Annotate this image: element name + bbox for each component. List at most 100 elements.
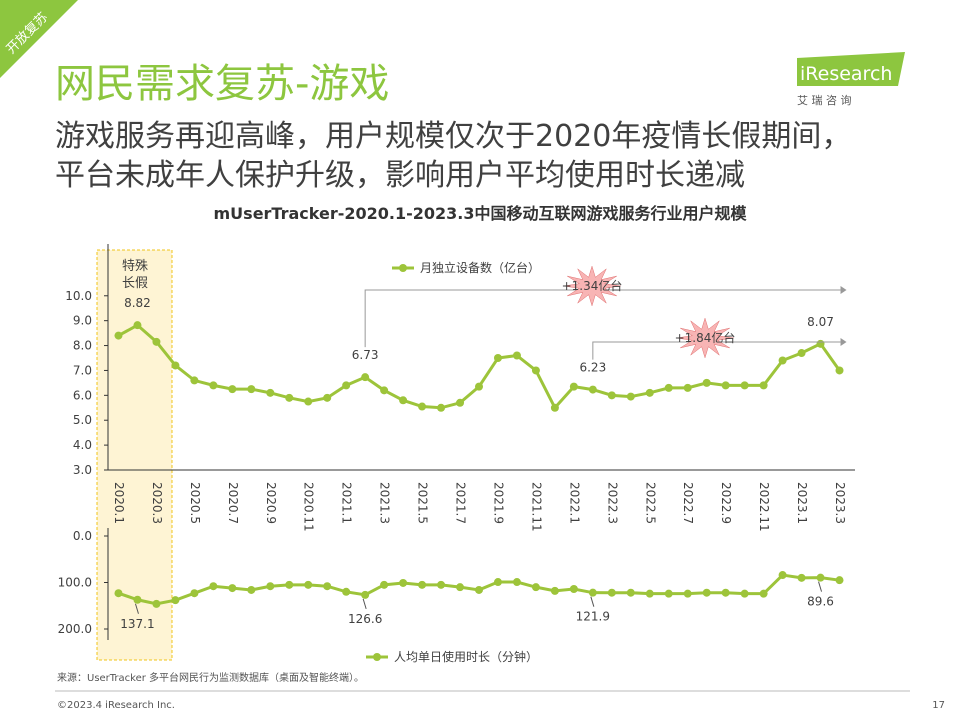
data-point [171,361,180,370]
x-tick-label: 2021.7 [454,482,468,524]
data-point [797,349,806,358]
data-label: 8.82 [124,296,151,310]
data-point [531,583,540,592]
data-point [816,573,825,582]
highlight-label: 特殊 [122,259,148,274]
data-point [418,402,427,411]
y-tick-label: 3.0 [73,463,92,477]
highlight-label: 长假 [122,276,148,291]
data-point [266,388,275,397]
data-point [285,393,294,402]
annotation-bracket [592,341,841,360]
data-point [304,580,313,589]
y-tick-label: 7.0 [73,363,92,377]
burst [563,265,621,307]
x-tick-label: 2020.7 [226,482,240,524]
x-tick-label: 2020.5 [188,482,202,524]
data-point [778,356,787,365]
data-point [645,388,654,397]
chart-title: mUserTracker-2020.1-2023.3中国移动互联网游戏服务行业用… [214,204,748,223]
annotation-bracket [364,289,841,348]
data-point [493,578,502,587]
legend-dot [399,264,407,272]
data-point [588,385,597,394]
data-label: 89.6 [807,595,834,609]
data-point [171,596,180,605]
data-point [740,589,749,598]
data-point [626,588,635,597]
x-tick-label: 2021.3 [378,482,392,524]
arrow-head [840,286,847,294]
legend-dot [373,653,381,661]
x-tick-label: 2020.3 [150,482,164,524]
data-point [285,580,294,589]
x-tick-label: 2021.1 [340,482,354,524]
annotation: +1.34亿台 [562,278,623,293]
data-point [304,397,313,406]
data-point [323,393,332,402]
y-tick-label: 5.0 [73,413,92,427]
y-tick-label: 100.0 [58,576,92,590]
data-point [133,321,142,330]
data-point [399,578,408,587]
data-point [266,582,275,591]
data-point [247,585,256,594]
x-tick-label: 2022.11 [757,482,771,532]
x-tick-label: 2023.1 [795,482,809,524]
data-point [190,589,199,598]
data-point [493,354,502,362]
data-point [380,580,389,589]
data-label: 8.07 [807,315,834,329]
data-point [437,403,446,412]
data-point [114,589,123,598]
x-tick-label: 2022.7 [681,482,695,524]
data-point [835,576,844,585]
label-leader [362,598,367,610]
y-tick-label: 200.0 [58,622,92,636]
data-point [759,589,768,598]
data-point [588,588,597,597]
label-leader [134,603,139,614]
legend-label: 人均单日使用时长（分钟） [394,649,538,664]
y-tick-label: 4.0 [73,438,92,452]
subtitle: 游戏服务再迎高峰，用户规模仅次于2020年疫情长假期间， [55,119,851,154]
data-point [133,595,142,604]
y-tick-label: 6.0 [73,388,92,402]
data-point [531,366,540,375]
data-point [512,578,521,587]
data-point [512,351,521,360]
corner-tag [0,0,78,78]
data-point [702,378,711,387]
data-point [152,599,161,608]
data-point [190,376,199,385]
data-point [550,403,559,412]
data-point [247,385,256,394]
data-point [152,337,161,346]
label-leader [818,581,823,592]
logo: iResearch [800,63,892,85]
data-point [380,386,389,395]
data-point [607,391,616,400]
data-point [569,585,578,594]
data-point [361,590,370,599]
x-tick-label: 2021.5 [416,482,430,524]
data-point [228,385,237,394]
y-tick-label: 0.0 [73,529,92,543]
data-label: 6.23 [579,361,606,375]
data-point [607,588,616,597]
x-tick-label: 2020.9 [264,482,278,524]
legend-label: 月独立设备数（亿台） [420,260,540,275]
x-tick-label: 2021.11 [529,482,543,532]
highlight-box [96,249,173,661]
x-tick-label: 2020.11 [302,482,316,532]
data-point [664,383,673,392]
data-point [342,381,351,390]
y-tick-label: 10.0 [65,289,92,303]
data-point [835,366,844,375]
x-tick-label: 2022.3 [605,482,619,524]
data-label: 126.6 [348,612,382,626]
data-point [437,580,446,589]
data-point [475,382,483,391]
data-point [626,392,635,401]
